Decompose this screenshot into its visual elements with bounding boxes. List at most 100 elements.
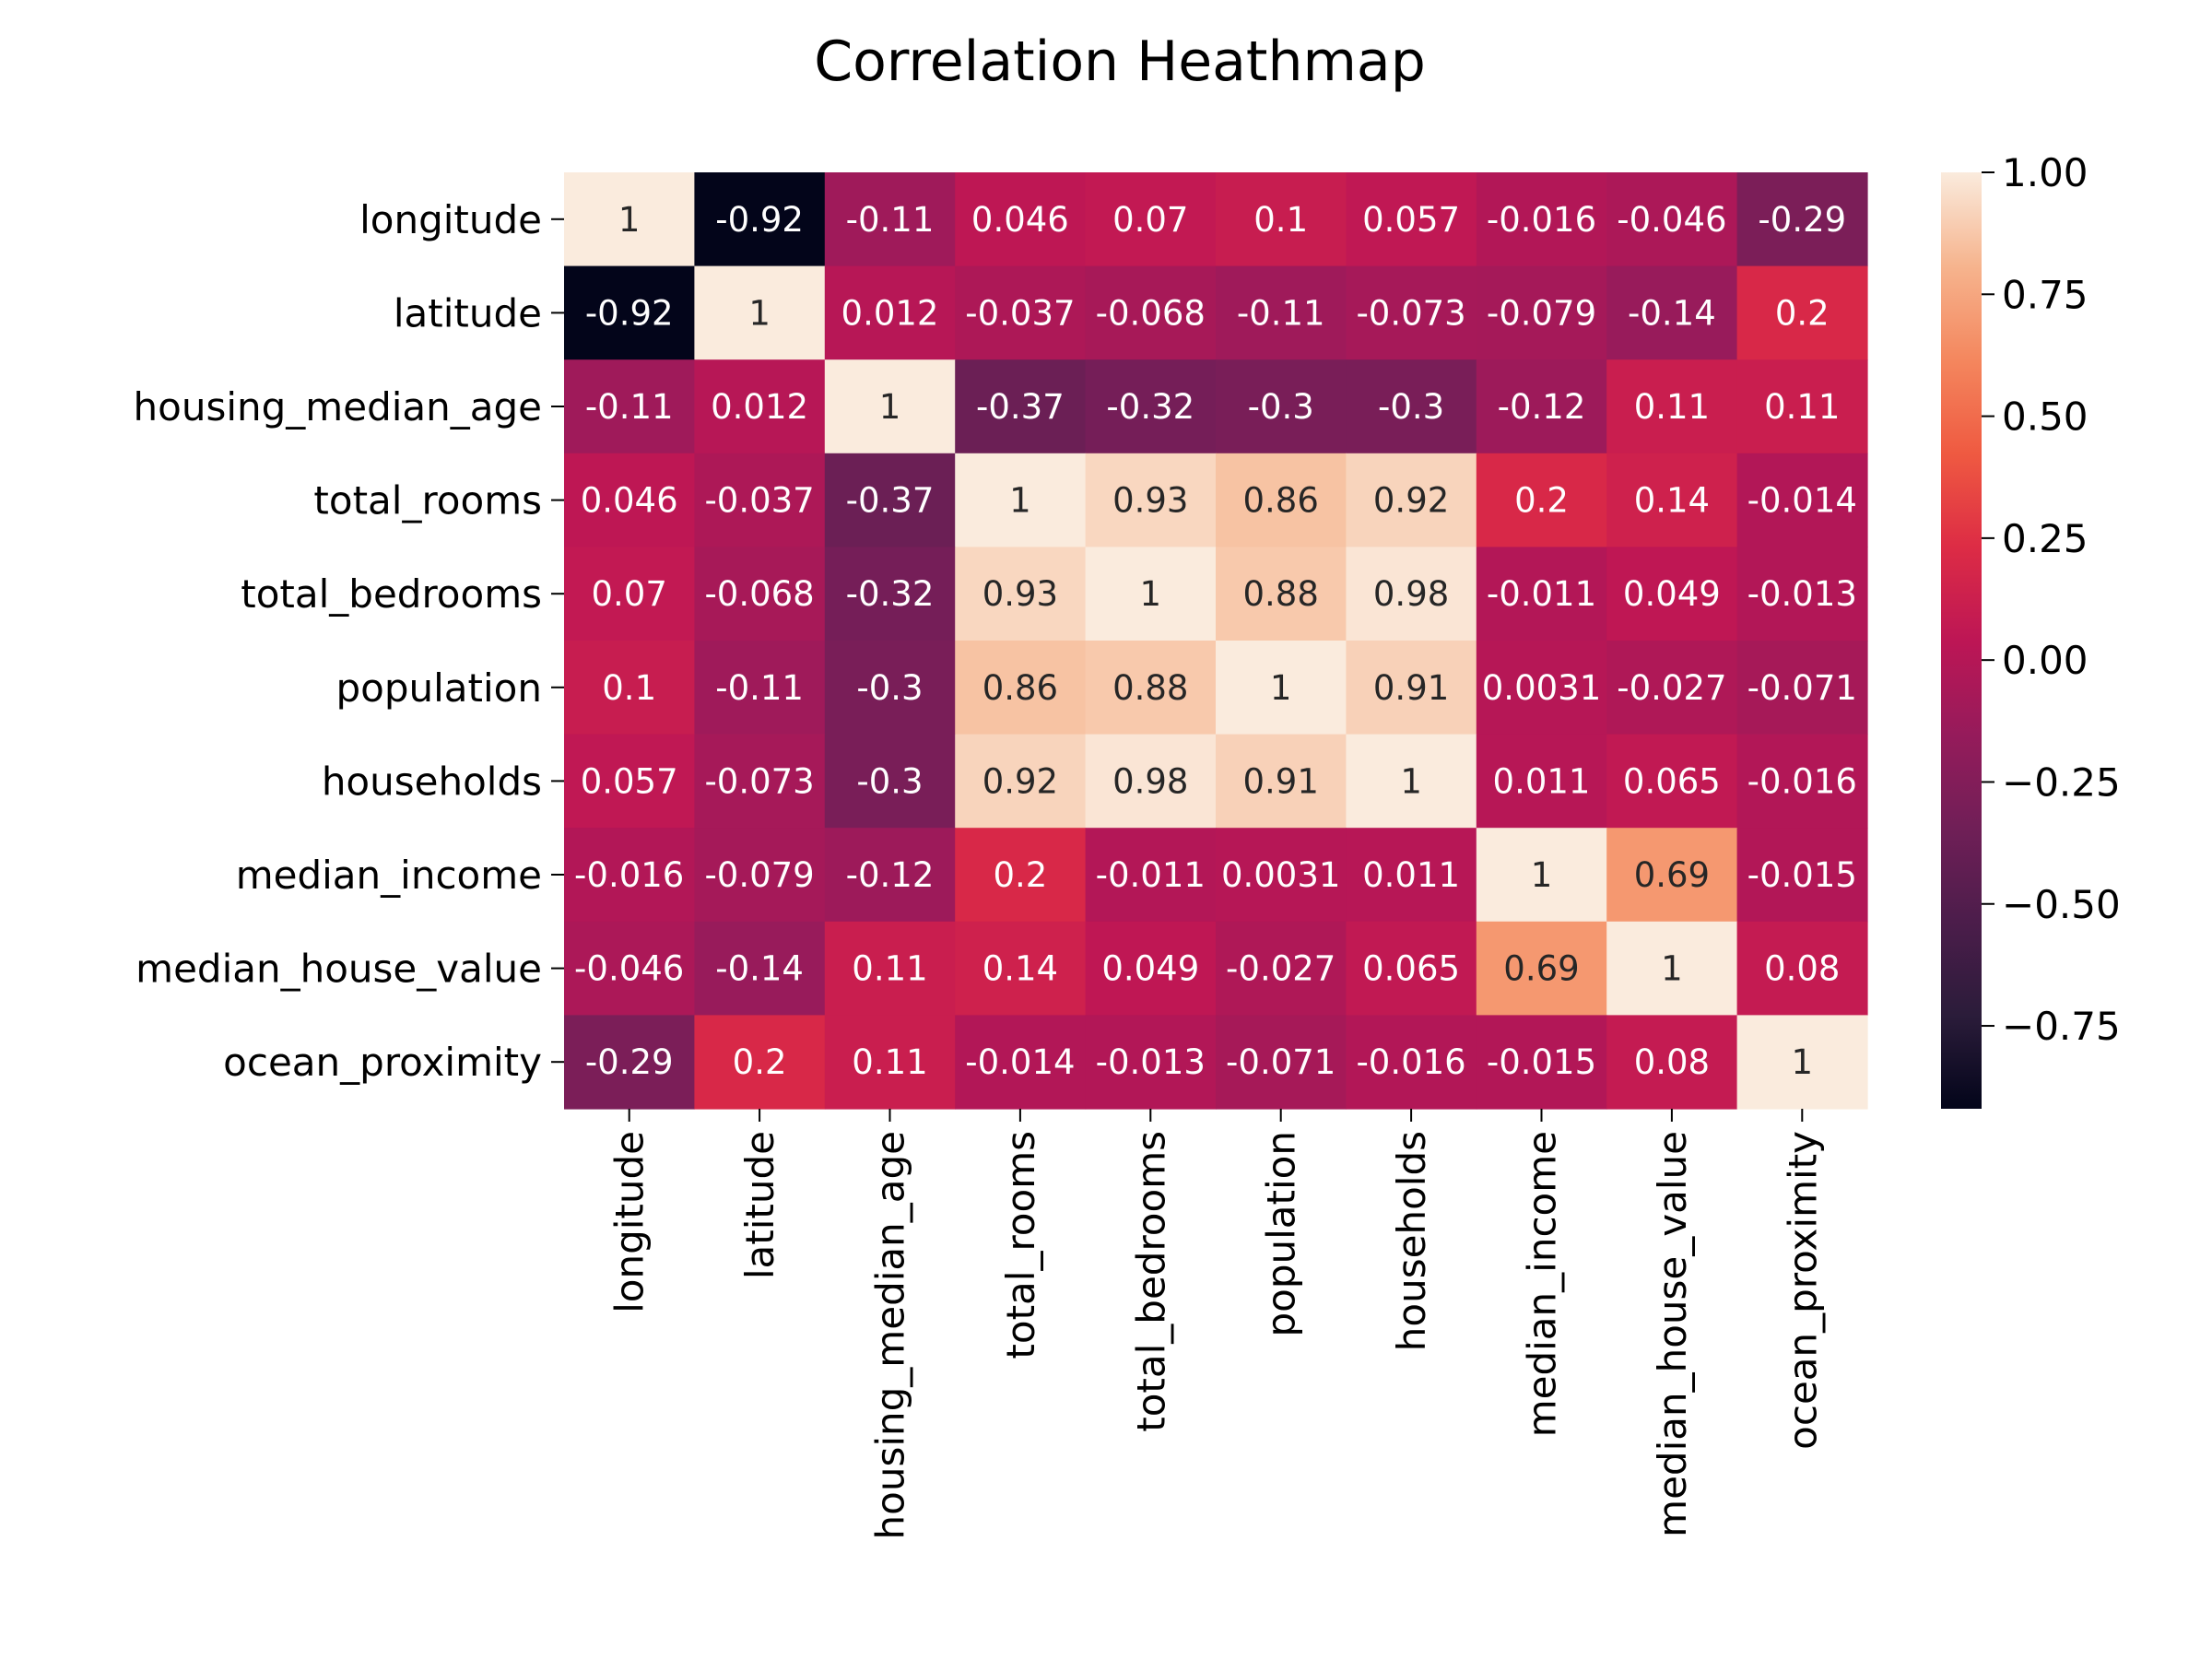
heatmap-cell (1216, 921, 1347, 1016)
cell-annotation: 0.2 (1514, 481, 1569, 521)
heatmap-cell (564, 547, 695, 641)
cell-annotation: 0.012 (841, 293, 939, 333)
heatmap-cell (564, 734, 695, 829)
y-tick-label: households (322, 759, 542, 804)
colorbar-tick-label: 0.25 (2002, 516, 2088, 561)
heatmap-cell (824, 921, 956, 1016)
cell-annotation: 0.0031 (1221, 855, 1340, 895)
heatmap-cell (694, 828, 826, 923)
heatmap-cell (955, 547, 1087, 641)
cell-annotation: 0.2 (993, 855, 1047, 895)
heatmap-cell (1736, 1015, 1868, 1110)
cell-annotation: 0.07 (1112, 200, 1188, 240)
chart-title: Correlation Heathmap (814, 29, 1426, 94)
heatmap-cell (1216, 172, 1347, 267)
cell-annotation: 1 (1400, 761, 1422, 801)
heatmap-cell (1476, 172, 1607, 267)
cell-annotation: -0.011 (1487, 574, 1596, 614)
heatmap-cell (955, 921, 1087, 1016)
heatmap-cell (694, 1015, 826, 1110)
heatmap-cell (1216, 734, 1347, 829)
cell-annotation: 0.98 (1112, 761, 1188, 801)
cell-annotation: -0.11 (846, 200, 935, 240)
heatmap-cell (1346, 641, 1477, 735)
heatmap-cell (564, 641, 695, 735)
heatmap-cell (1476, 453, 1607, 547)
cell-annotation: 0.011 (1493, 761, 1591, 801)
cell-annotation: -0.37 (976, 387, 1065, 427)
cell-annotation: -0.016 (574, 855, 684, 895)
cell-annotation: 0.065 (1362, 949, 1460, 989)
cell-annotation: -0.14 (1628, 293, 1716, 333)
cell-annotation: -0.071 (1747, 668, 1857, 708)
cell-annotation: -0.014 (965, 1042, 1075, 1082)
cell-annotation: 0.14 (1634, 481, 1710, 521)
cell-annotation: -0.073 (704, 761, 814, 801)
heatmap-cell (694, 547, 826, 641)
heatmap-cell (1085, 828, 1217, 923)
heatmap-cell (1606, 921, 1738, 1016)
x-axis-tick-labels: longitude latitude housing_median_age total… (607, 1109, 1825, 1539)
cell-annotation: -0.37 (846, 481, 935, 521)
cell-annotation: 0.86 (1243, 481, 1319, 521)
cell-annotation: -0.046 (1617, 200, 1726, 240)
colorbar-tick-label: 0.75 (2002, 272, 2088, 317)
heatmap-cell (564, 172, 695, 267)
heatmap-cell (1606, 172, 1738, 267)
cell-annotation: -0.013 (1747, 574, 1857, 614)
heatmap-cell (1736, 734, 1868, 829)
heatmap-cell (955, 172, 1087, 267)
heatmap-cells (564, 172, 1868, 1110)
heatmap-cell (694, 641, 826, 735)
heatmap-cell (824, 547, 956, 641)
heatmap-cell (1736, 828, 1868, 923)
heatmap-cell (1346, 828, 1477, 923)
heatmap-cell (1085, 359, 1217, 454)
heatmap-cell (824, 734, 956, 829)
cell-annotation: -0.14 (715, 949, 804, 989)
heatmap-cell (955, 265, 1087, 360)
y-tick-label: housing_median_age (134, 384, 542, 429)
heatmap-cell (1346, 359, 1477, 454)
cell-annotation: -0.013 (1096, 1042, 1206, 1082)
heatmap-cell (1736, 921, 1868, 1016)
cell-annotation: -0.071 (1226, 1042, 1335, 1082)
cell-annotation: -0.037 (965, 293, 1075, 333)
x-tick-label: ocean_proximity (1780, 1131, 1825, 1450)
cell-annotation: 0.14 (982, 949, 1058, 989)
cell-annotation: -0.027 (1226, 949, 1335, 989)
heatmap-cell (1736, 265, 1868, 360)
cell-annotation: 0.0031 (1482, 668, 1601, 708)
cell-annotation: 0.08 (1634, 1042, 1710, 1082)
cell-annotation: 0.86 (982, 668, 1058, 708)
colorbar-tick-label: −0.25 (2002, 759, 2121, 805)
colorbar-tick-label: 1.00 (2002, 150, 2088, 195)
colorbar-tick-label: −0.75 (2002, 1004, 2121, 1049)
cell-annotation: 0.88 (1243, 574, 1319, 614)
cell-annotation: 0.2 (733, 1042, 787, 1082)
heatmap-cell (1736, 359, 1868, 454)
heatmap-cell (824, 453, 956, 547)
cell-annotation: 1 (1661, 949, 1683, 989)
heatmap-cell (1606, 641, 1738, 735)
y-tick-label: median_house_value (135, 947, 542, 992)
y-tick-label: median_income (236, 853, 542, 898)
cell-annotation: -0.11 (585, 387, 674, 427)
cell-annotation: 0.011 (1362, 855, 1460, 895)
heatmap-cell (694, 453, 826, 547)
cell-annotation: 0.057 (1362, 200, 1460, 240)
cell-annotation: 0.046 (971, 200, 1069, 240)
colorbar: 1.00 0.75 0.50 0.25 0.00 −0.25 −0.50 −0.75 (1941, 150, 2121, 1109)
heatmap-cell (824, 172, 956, 267)
x-tick-label: median_income (1520, 1131, 1565, 1437)
heatmap-cell (1476, 641, 1607, 735)
heatmap-cell (1736, 547, 1868, 641)
heatmap-cell (1476, 359, 1607, 454)
cell-annotation: -0.3 (856, 668, 923, 708)
heatmap-cell (824, 359, 956, 454)
heatmap-cell (1476, 828, 1607, 923)
heatmap-cell (1476, 921, 1607, 1016)
heatmap-cell (1606, 1015, 1738, 1110)
cell-annotation: 0.69 (1634, 855, 1710, 895)
x-tick-label: latitude (737, 1131, 782, 1279)
